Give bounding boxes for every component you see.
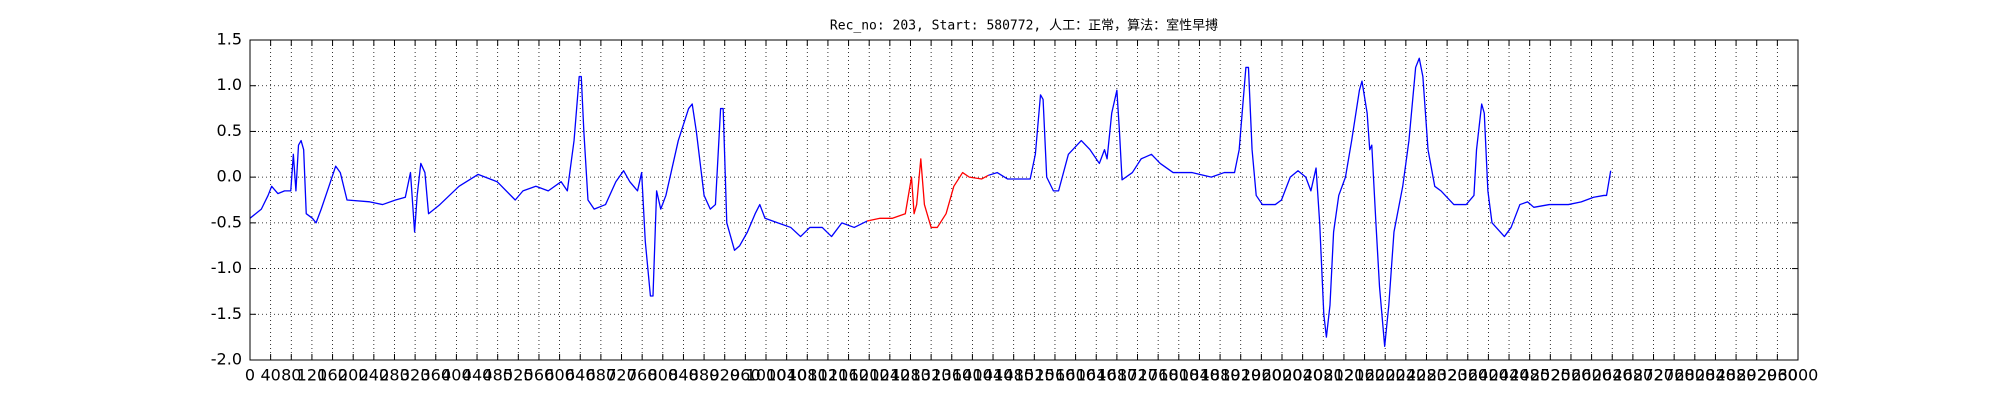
x-tick-label: 1560 [1035, 366, 1076, 385]
x-tick-label: 2040 [1282, 366, 1323, 385]
x-tick-label: 2920 [1736, 366, 1777, 385]
x-tick-label: 80 [281, 366, 301, 385]
x-tick-label: 1480 [993, 366, 1034, 385]
x-tick-label: 1280 [890, 366, 931, 385]
x-tick-label: 3000 [1778, 366, 1819, 385]
x-tick-label: 120 [297, 366, 328, 385]
x-tick-label: 2280 [1406, 366, 1447, 385]
x-tick-label: 200 [338, 366, 369, 385]
x-tick-label: 0 [245, 366, 255, 385]
x-tick-label: 2320 [1427, 366, 1468, 385]
x-tick-label: 1360 [931, 366, 972, 385]
x-tick-label: 360 [420, 366, 451, 385]
x-tick-label: 1640 [1076, 366, 1117, 385]
x-tick-label: 240 [359, 366, 390, 385]
x-tick-label: 520 [503, 366, 534, 385]
x-tick-label: 560 [524, 366, 555, 385]
x-tick-label: 1440 [973, 366, 1014, 385]
x-tick-label: 1400 [952, 366, 993, 385]
x-tick-label: 2400 [1468, 366, 1509, 385]
x-tick-label: 800 [648, 366, 679, 385]
x-tick-label: 2640 [1592, 366, 1633, 385]
x-tick-label: 1040 [766, 366, 807, 385]
x-tick-label: 1800 [1158, 366, 1199, 385]
x-tick-label: 1520 [1014, 366, 1055, 385]
x-tick-label: 2960 [1757, 366, 1798, 385]
line-series [249, 75, 868, 297]
x-tick-label: 880 [689, 366, 720, 385]
x-tick-label: 2560 [1551, 366, 1592, 385]
x-tick-label: 2600 [1571, 366, 1612, 385]
y-tick-label: 0.5 [217, 121, 242, 140]
x-tick-label: 2680 [1613, 366, 1654, 385]
x-tick-label: 680 [586, 366, 617, 385]
y-tick-label: -1.5 [211, 304, 242, 323]
x-tick-label: 1720 [1117, 366, 1158, 385]
x-tick-label: 2120 [1324, 366, 1365, 385]
x-tick-label: 2720 [1633, 366, 1674, 385]
x-tick-label: 1840 [1179, 366, 1220, 385]
x-tick-label: 2880 [1716, 366, 1757, 385]
x-tick-label: 2800 [1674, 366, 1715, 385]
x-tick-label: 440 [462, 366, 493, 385]
x-tick-label: 400 [441, 366, 472, 385]
line-series [867, 158, 989, 229]
x-tick-label: 600 [544, 366, 575, 385]
y-tick-label: -0.5 [211, 212, 242, 231]
x-tick-label: 840 [668, 366, 699, 385]
x-tick-label: 2440 [1489, 366, 1530, 385]
x-tick-label: 1760 [1138, 366, 1179, 385]
x-tick-label: 1160 [828, 366, 869, 385]
x-tick-label: 2160 [1344, 366, 1385, 385]
y-tick-label: 1.0 [217, 75, 242, 94]
x-tick-label: 2240 [1385, 366, 1426, 385]
x-tick-label: 1000 [746, 366, 787, 385]
chart-title: Rec_no: 203, Start: 580772, 人工：正常，算法：室性早… [830, 18, 1218, 34]
x-tick-label: 1320 [911, 366, 952, 385]
x-tick-label: 1920 [1220, 366, 1261, 385]
x-tick-label: 1600 [1055, 366, 1096, 385]
y-tick-label: 0.0 [217, 167, 242, 186]
x-tick-label: 1080 [787, 366, 828, 385]
plot-frame [249, 39, 1799, 361]
x-tick-label: 2080 [1303, 366, 1344, 385]
x-tick-label: 1880 [1200, 366, 1241, 385]
x-tick-label: 1200 [849, 366, 890, 385]
x-tick-label: 40 [260, 366, 280, 385]
line-series [988, 57, 1612, 347]
x-tick-label: 640 [565, 366, 596, 385]
y-tick-label: -1.0 [211, 258, 242, 277]
x-tick-label: 1680 [1097, 366, 1138, 385]
x-tick-label: 2760 [1654, 366, 1695, 385]
y-tick-label: -2.0 [211, 350, 242, 369]
x-tick-label: 2520 [1530, 366, 1571, 385]
x-tick-label: 2200 [1365, 366, 1406, 385]
x-tick-label: 160 [317, 366, 348, 385]
x-tick-label: 2360 [1447, 366, 1488, 385]
x-tick-label: 320 [400, 366, 431, 385]
x-tick-label: 2000 [1262, 366, 1303, 385]
x-tick-label: 960 [730, 366, 761, 385]
x-tick-label: 480 [482, 366, 513, 385]
x-tick-label: 760 [627, 366, 658, 385]
x-tick-label: 2480 [1509, 366, 1550, 385]
x-tick-label: 1240 [869, 366, 910, 385]
x-tick-label: 280 [379, 366, 410, 385]
x-tick-label: 720 [606, 366, 637, 385]
y-tick-label: 1.5 [217, 30, 242, 49]
x-tick-label: 920 [709, 366, 740, 385]
x-tick-label: 2840 [1695, 366, 1736, 385]
x-tick-label: 1120 [808, 366, 849, 385]
x-tick-label: 1960 [1241, 366, 1282, 385]
